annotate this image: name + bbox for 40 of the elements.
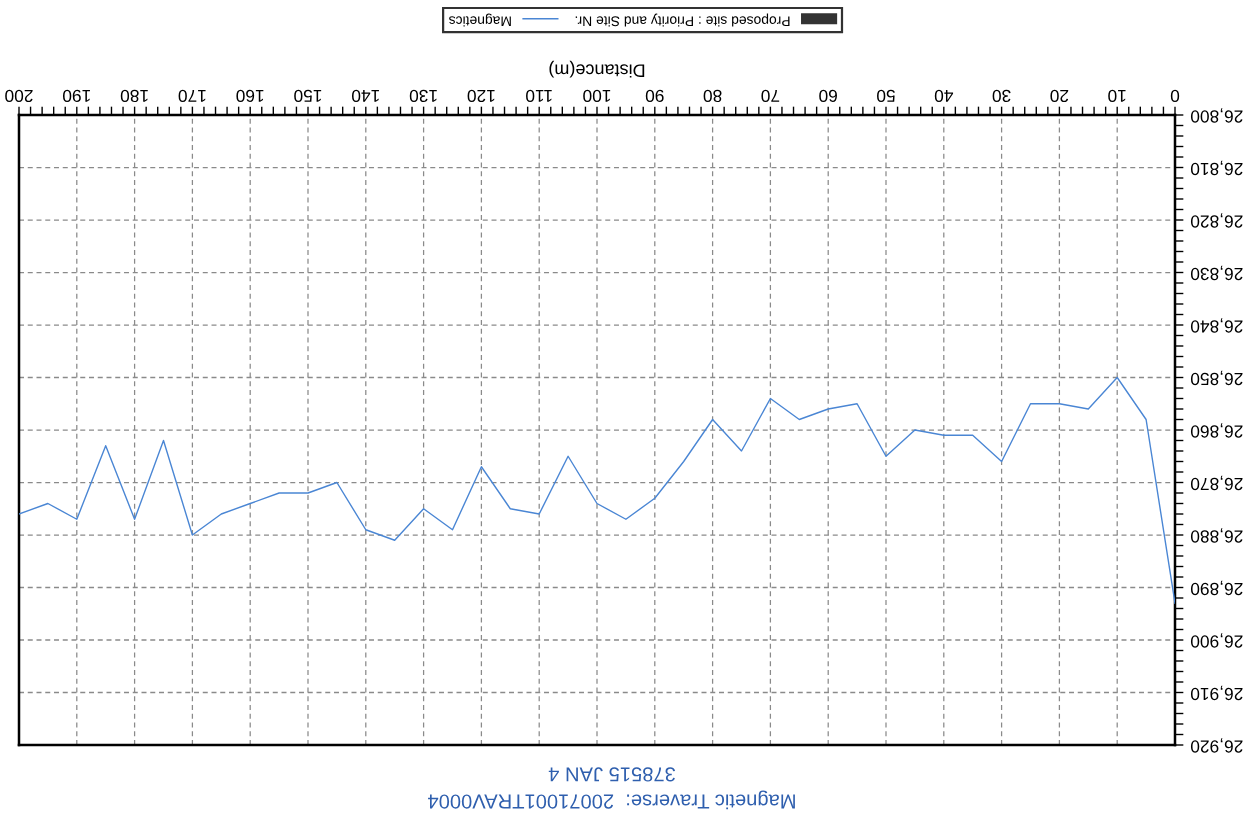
y-tick-label: 26,810 [1190, 160, 1243, 176]
y-tick-label: 26,910 [1190, 685, 1243, 701]
x-tick-label: 170 [178, 89, 206, 103]
x-tick-label: 40 [934, 89, 954, 103]
y-tick-label: 26,840 [1190, 318, 1243, 333]
x-tick-label: 120 [467, 89, 495, 103]
x-tick-label: 180 [120, 89, 148, 103]
x-tick-label: 100 [583, 89, 611, 103]
y-tick-label: 26,890 [1190, 580, 1243, 596]
x-tick-label: 0 [1170, 89, 1180, 103]
y-tick-label: 26,800 [1190, 108, 1243, 123]
x-tick-label: 150 [294, 89, 322, 103]
y-tick-label: 26,820 [1190, 213, 1243, 228]
y-tick-label: 26,900 [1190, 633, 1243, 648]
y-tick-label: 26,920 [1190, 738, 1243, 753]
x-tick-label: 20 [1050, 89, 1069, 103]
y-tick-label: 26,870 [1190, 475, 1243, 491]
y-tick-label: 26,880 [1190, 528, 1243, 543]
y-tick-label: 26,850 [1190, 370, 1243, 386]
line-series [19, 376, 1175, 604]
x-tick-label: 80 [703, 89, 722, 103]
y-tick-label: 26,860 [1190, 423, 1243, 438]
legend-label: Proposed site : Priority and Site Nr. [575, 13, 790, 27]
x-tick-label: 110 [526, 89, 552, 103]
x-tick-label: 140 [351, 89, 379, 103]
x-tick-label: 130 [409, 89, 437, 103]
text: 378515 JAN 4 [548, 767, 676, 782]
x-tick-label: 50 [877, 89, 895, 103]
x-tick-label: 200 [5, 89, 33, 103]
x-axis-title: Distance(m) [549, 60, 645, 78]
text: Magnetic Traverse: 20071001TRAV0004 [428, 790, 795, 810]
legend-label: Magnetics [449, 13, 511, 27]
x-tick-label: 30 [992, 89, 1011, 103]
x-tick-label: 90 [645, 89, 664, 103]
y-tick-label: 26,830 [1190, 265, 1243, 281]
x-tick-label: 10 [1108, 89, 1126, 103]
x-tick-label: 160 [236, 89, 264, 103]
x-tick-label: 60 [819, 89, 837, 103]
x-tick-label: 190 [62, 89, 90, 103]
x-tick-label: 70 [761, 89, 780, 103]
